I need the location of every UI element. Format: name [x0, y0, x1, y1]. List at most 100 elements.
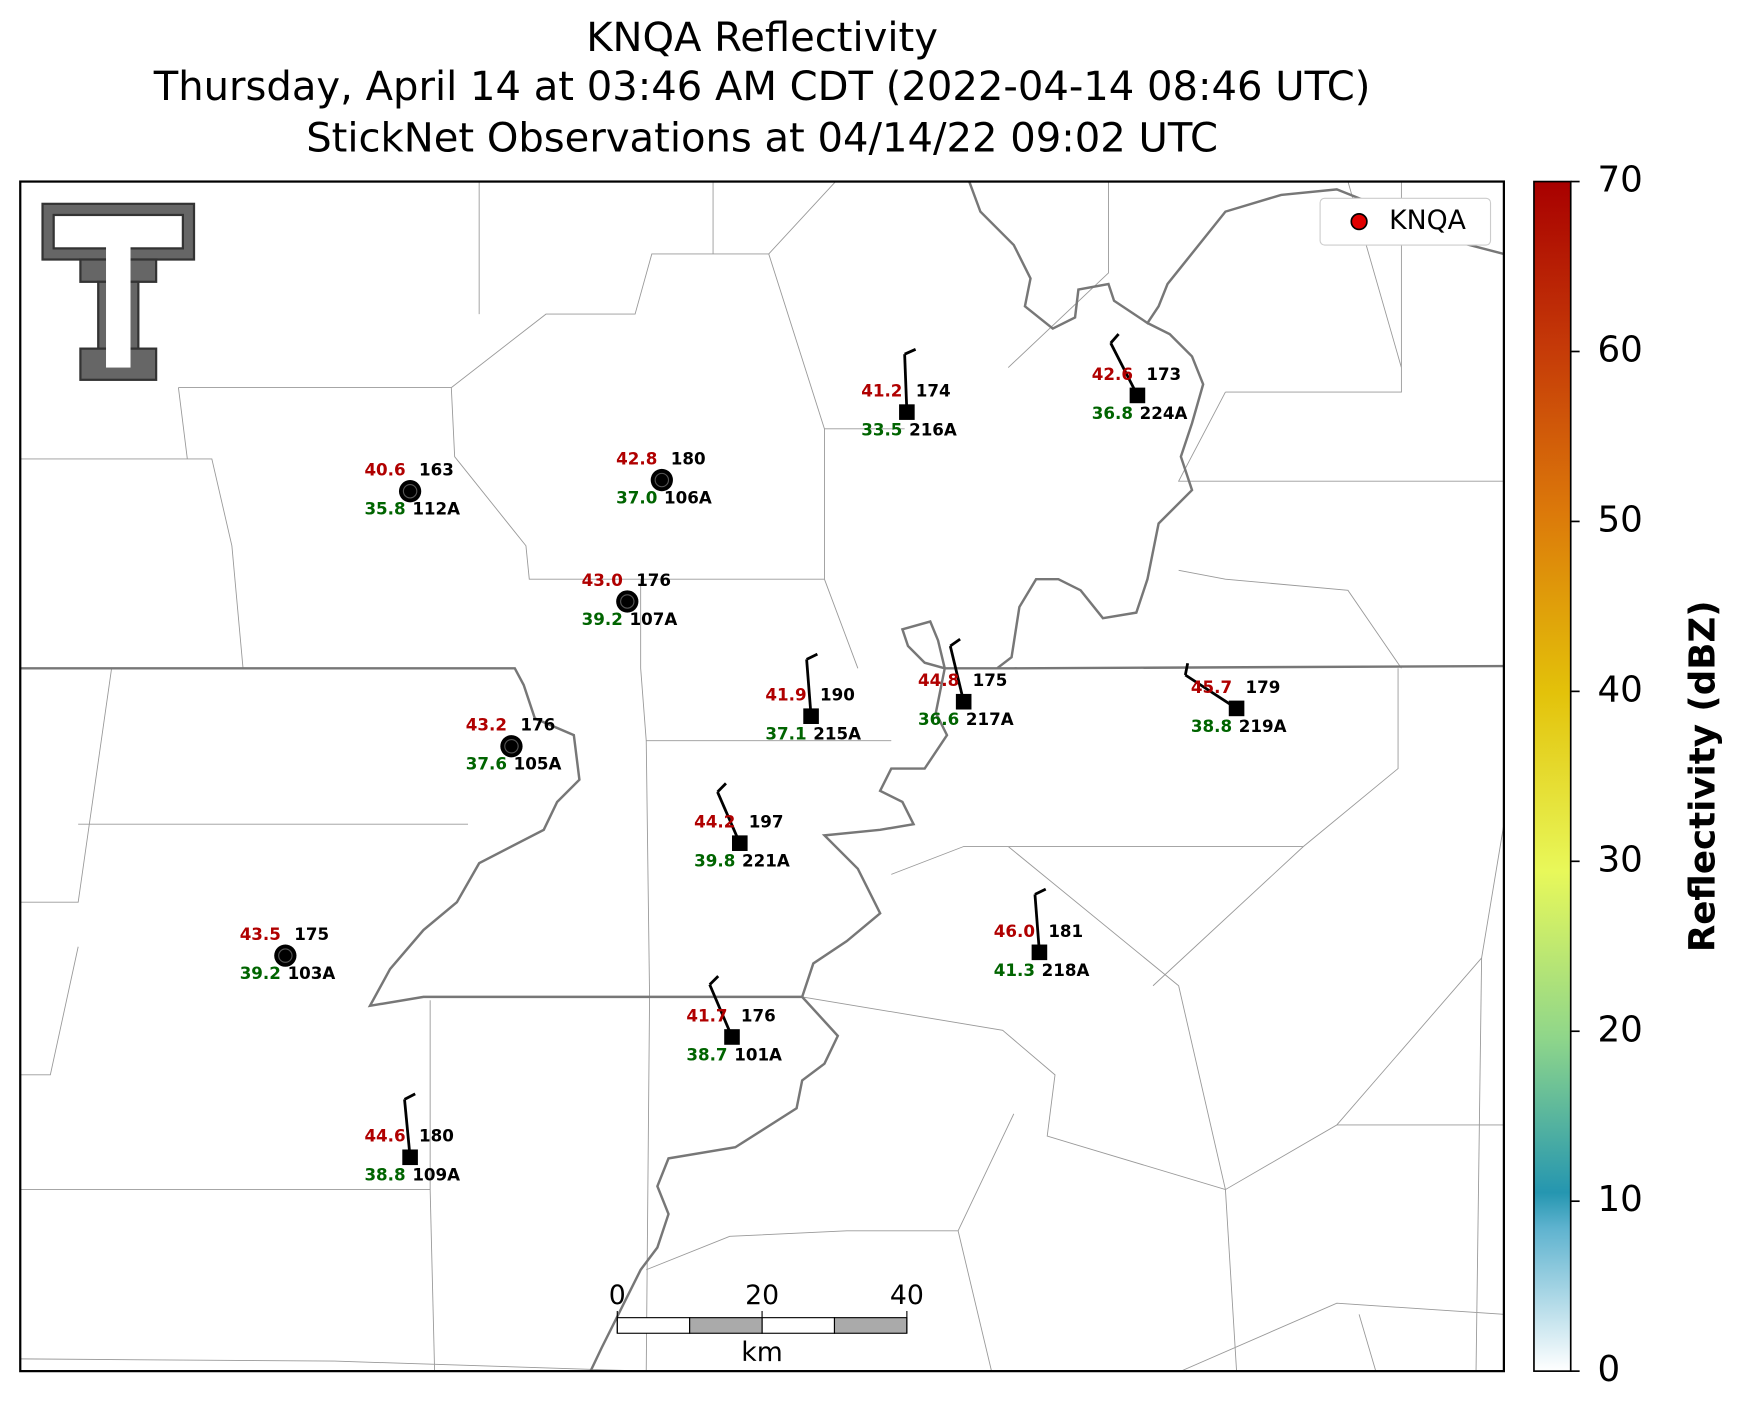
- station-value: 190: [820, 685, 855, 705]
- station-dewpoint: 37.0: [616, 487, 657, 507]
- scalebar-segment: [689, 1317, 763, 1334]
- station-marker-ring: [504, 739, 519, 754]
- station-temperature: 46.0: [994, 921, 1035, 941]
- legend: KNQA: [1319, 197, 1492, 246]
- legend-label: KNQA: [1389, 205, 1467, 236]
- station-temperature: 41.9: [765, 685, 806, 705]
- wind-barb-flag: [716, 782, 727, 793]
- station-dewpoint: 37.1: [765, 724, 806, 744]
- station-id: 109A: [412, 1165, 460, 1185]
- station-dewpoint: 38.8: [364, 1165, 405, 1185]
- wind-barb: [708, 984, 734, 1038]
- station-marker-ring: [654, 472, 670, 488]
- station-marker: [1129, 387, 1146, 404]
- station-temperature: 43.2: [466, 715, 507, 735]
- colorbar-tick-label: 10: [1597, 1179, 1642, 1220]
- colorbar-tick-label: 40: [1597, 669, 1642, 710]
- station-dewpoint: 33.5: [861, 420, 902, 440]
- station-value: 176: [636, 570, 671, 590]
- station-id: 107A: [630, 609, 678, 629]
- station-id: 221A: [742, 851, 790, 871]
- map-frame: [19, 180, 1505, 1373]
- station-value: 181: [1048, 921, 1083, 941]
- station-temperature: 44.8: [918, 670, 959, 690]
- colorbar: [1533, 180, 1572, 1372]
- station-dewpoint: 36.8: [1092, 403, 1133, 423]
- station-value: 180: [419, 1126, 454, 1146]
- station-marker: [398, 480, 422, 503]
- station-dewpoint: 36.6: [918, 709, 959, 729]
- station-marker: [616, 590, 639, 613]
- station-marker: [650, 468, 673, 492]
- station-dewpoint: 38.7: [686, 1044, 727, 1064]
- scalebar-tick-label: 0: [609, 1280, 626, 1311]
- station-temperature: 41.2: [861, 381, 902, 401]
- wind-barb: [403, 1099, 412, 1158]
- station-id: 105A: [514, 754, 562, 774]
- station-id: 103A: [288, 963, 336, 983]
- wind-barb-flag: [1109, 333, 1120, 344]
- station-value: 179: [1245, 677, 1280, 697]
- station-temperature: 42.8: [616, 449, 657, 469]
- station-value: 176: [520, 715, 555, 735]
- station-marker: [955, 693, 972, 710]
- wind-barb: [716, 791, 742, 844]
- station-id: 224A: [1140, 403, 1188, 423]
- station-value: 180: [671, 449, 706, 469]
- wind-barb: [903, 354, 909, 413]
- observation-time: StickNet Observations at 04/14/22 09:02 …: [306, 115, 1218, 161]
- wind-barb: [948, 645, 966, 703]
- station-dewpoint: 35.8: [364, 499, 405, 519]
- station-dewpoint: 38.8: [1191, 716, 1232, 736]
- station-id: 106A: [664, 487, 712, 507]
- station-dewpoint: 39.8: [694, 851, 735, 871]
- station-id: 216A: [909, 420, 957, 440]
- station-temperature: 40.6: [364, 460, 405, 480]
- wind-barb-flag: [904, 348, 917, 356]
- station-value: 173: [1146, 364, 1181, 384]
- station-id: 101A: [734, 1044, 782, 1064]
- station-marker-ring: [278, 948, 293, 963]
- wind-barb-flag: [1034, 887, 1047, 896]
- wind-barb-flag: [708, 975, 720, 986]
- station-value: 175: [973, 670, 1008, 690]
- scalebar-segment: [616, 1317, 691, 1334]
- station-temperature: 43.0: [582, 570, 623, 590]
- university-logo: [41, 202, 196, 381]
- station-marker: [803, 708, 819, 724]
- scalebar-tick-label: 40: [890, 1280, 924, 1311]
- station-temperature: 42.6: [1092, 364, 1133, 384]
- wind-barb-flag: [403, 1092, 416, 1101]
- wind-barb: [1184, 673, 1238, 710]
- station-marker: [402, 1149, 418, 1166]
- wind-barb-flag: [1183, 662, 1190, 676]
- station-value: 175: [294, 924, 329, 944]
- colorbar-tick-label: 20: [1597, 1009, 1642, 1050]
- station-dewpoint: 41.3: [994, 960, 1035, 980]
- station-value: 174: [916, 381, 951, 401]
- colorbar-tick-label: 50: [1597, 499, 1642, 540]
- station-id: 218A: [1042, 960, 1090, 980]
- station-marker: [274, 944, 297, 967]
- colorbar-tick-label: 0: [1597, 1349, 1620, 1390]
- station-marker: [1228, 700, 1245, 717]
- station-marker-ring: [402, 483, 418, 499]
- wind-barb-flag: [806, 652, 818, 661]
- station-value: 176: [741, 1005, 776, 1025]
- colorbar-tick-label: 60: [1597, 329, 1642, 370]
- wind-barb-flag: [949, 637, 961, 648]
- station-marker-ring: [620, 594, 635, 609]
- station-id: 215A: [813, 724, 861, 744]
- station-value: 163: [419, 460, 454, 480]
- scalebar-segment: [761, 1317, 836, 1334]
- station-marker: [731, 835, 748, 851]
- colorbar-tick-label: 30: [1597, 839, 1642, 880]
- station-id: 219A: [1239, 716, 1287, 736]
- scalebar-unit: km: [741, 1337, 783, 1368]
- station-marker: [724, 1029, 740, 1045]
- colorbar-tick-label: 70: [1597, 160, 1642, 201]
- station-dewpoint: 39.2: [240, 963, 281, 983]
- scalebar-tick-label: 20: [745, 1280, 779, 1311]
- station-temperature: 44.2: [694, 812, 735, 832]
- legend-marker: [1350, 213, 1368, 231]
